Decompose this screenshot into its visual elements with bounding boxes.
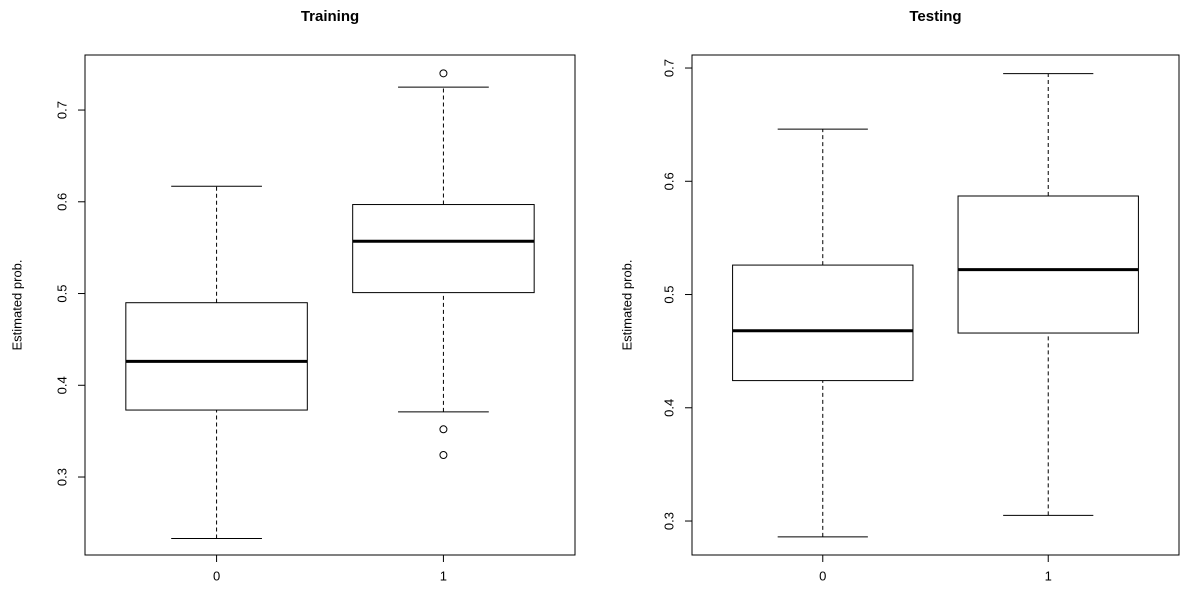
plot-frame	[691, 54, 1180, 556]
x-tick-label: 1	[440, 568, 447, 583]
y-axis-label: Estimated prob.	[619, 259, 634, 350]
chart-title: Training	[301, 8, 359, 25]
x-tick-label: 0	[819, 568, 826, 583]
y-tick-label: 0.6	[661, 172, 676, 190]
y-tick-label: 0.5	[661, 285, 676, 303]
y-tick-label: 0.3	[661, 512, 676, 530]
y-tick-label: 0.7	[54, 101, 69, 119]
box	[125, 302, 308, 411]
box	[957, 195, 1139, 334]
x-tick-label: 0	[213, 568, 220, 583]
box	[352, 204, 535, 294]
y-axis-label: Estimated prob.	[9, 259, 24, 350]
outlier	[439, 451, 448, 459]
outlier	[439, 69, 448, 78]
y-tick-label: 0.5	[54, 284, 69, 302]
outlier	[439, 425, 448, 434]
y-tick-label: 0.7	[661, 59, 676, 77]
y-tick-label: 0.4	[661, 399, 676, 417]
x-tick-label: 1	[1045, 568, 1052, 583]
y-tick-label: 0.6	[54, 193, 69, 211]
plot-frame	[84, 54, 576, 556]
chart-title: Testing	[909, 8, 961, 25]
y-tick-label: 0.4	[54, 376, 69, 394]
y-tick-label: 0.3	[54, 468, 69, 486]
box	[732, 264, 914, 382]
